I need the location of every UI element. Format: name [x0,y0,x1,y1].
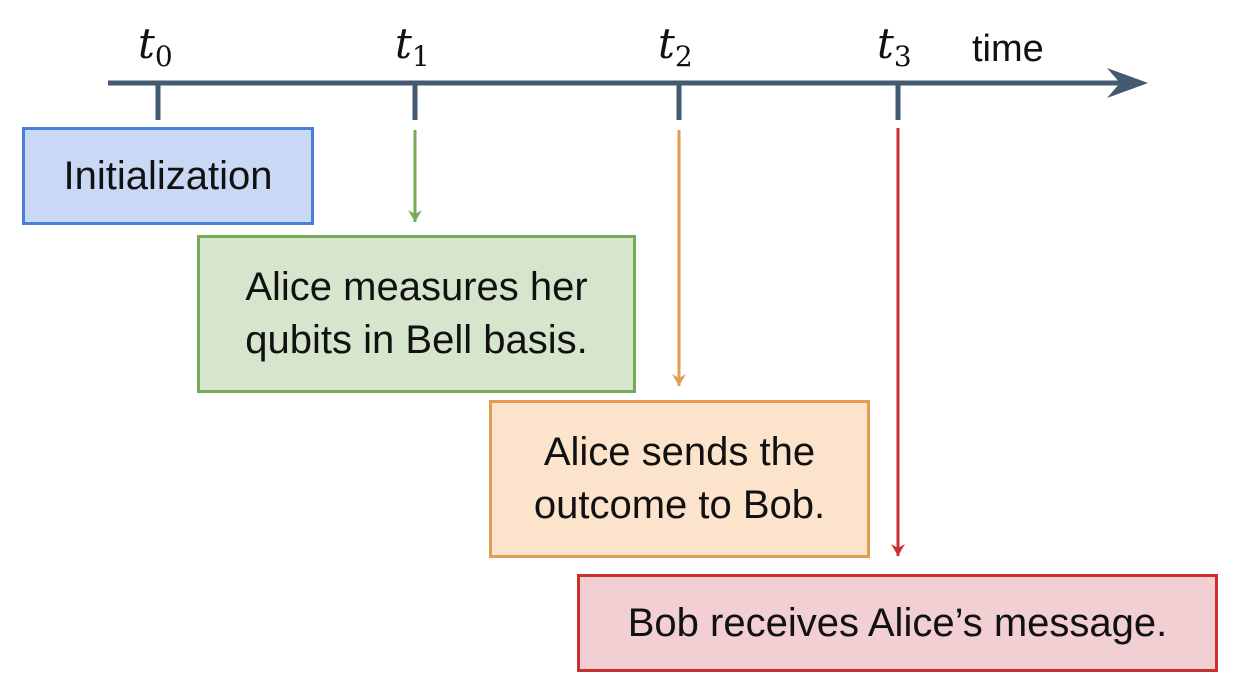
axis-label-time: time [972,28,1044,70]
tick-label-t1: t1 [395,19,430,73]
step-initialization-box: Initialization [22,127,314,225]
step-alice-measures-line1: Alice measures her [245,265,588,310]
step-bob-receives-label: Bob receives Alice’s message. [627,600,1168,645]
step-alice-measures-line2: qubits in Bell basis. [245,318,588,362]
step-alice-sends-line1: Alice sends the [543,430,816,475]
step-alice-sends-box: Alice sends the outcome to Bob. [489,400,870,558]
tick-label-t0: t0 [138,19,173,73]
step-bob-receives-box: Bob receives Alice’s message. [577,574,1218,672]
step-initialization-label: Initialization [63,153,273,198]
step-alice-sends-line2: outcome to Bob. [533,483,826,527]
tick-label-t3: t3 [877,19,912,73]
tick-label-t2: t2 [658,19,693,73]
time-axis-arrowhead [1107,68,1148,98]
step-alice-measures-box: Alice measures her qubits in Bell basis. [197,235,636,393]
